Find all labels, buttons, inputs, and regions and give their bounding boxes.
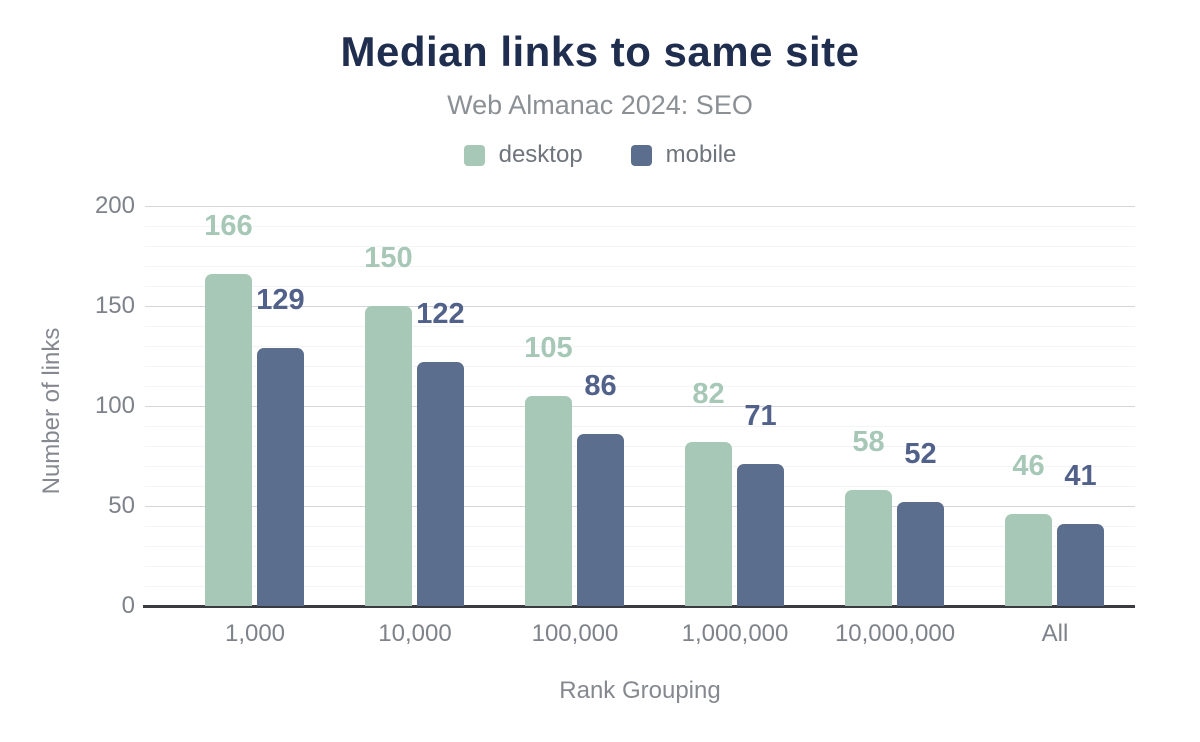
bar-desktop-100000[interactable] bbox=[525, 396, 572, 606]
x-tick-1000000: 1,000,000 bbox=[681, 620, 789, 647]
gridline bbox=[145, 286, 1135, 287]
bar-desktop-10000[interactable] bbox=[365, 306, 412, 606]
bar-mobile-10000[interactable] bbox=[417, 362, 464, 606]
gridline bbox=[145, 426, 1135, 427]
gridline bbox=[145, 206, 1135, 207]
value-label-mobile-1000000: 71 bbox=[744, 400, 777, 432]
x-tick-10000: 10,000 bbox=[378, 620, 452, 647]
value-label-mobile-100000: 86 bbox=[584, 370, 617, 402]
gridline bbox=[145, 566, 1135, 567]
value-label-mobile-10000000: 52 bbox=[904, 438, 937, 470]
bar-desktop-1000[interactable] bbox=[205, 274, 252, 606]
gridline bbox=[145, 386, 1135, 387]
gridline bbox=[145, 346, 1135, 347]
value-label-mobile-all: 41 bbox=[1064, 460, 1097, 492]
x-tick-10000000: 10,000,000 bbox=[834, 620, 956, 647]
value-label-desktop-10000: 150 bbox=[364, 242, 413, 274]
value-label-desktop-all: 46 bbox=[1012, 450, 1045, 482]
legend-item-desktop[interactable]: desktop bbox=[463, 141, 583, 169]
bar-mobile-1000000[interactable] bbox=[737, 464, 784, 606]
legend-label-desktop: desktop bbox=[498, 141, 583, 168]
legend-item-mobile[interactable]: mobile bbox=[630, 141, 737, 169]
gridline bbox=[145, 506, 1135, 507]
bar-mobile-10000000[interactable] bbox=[897, 502, 944, 606]
x-tick-100000: 100,000 bbox=[531, 620, 619, 647]
gridline bbox=[145, 446, 1135, 447]
gridline bbox=[145, 366, 1135, 367]
gridline bbox=[145, 546, 1135, 547]
value-label-mobile-10000: 122 bbox=[416, 298, 465, 330]
y-tick-50: 50 bbox=[108, 492, 135, 519]
x-axis-title: Rank Grouping bbox=[559, 677, 721, 704]
x-tick-1000: 1,000 bbox=[224, 620, 286, 647]
chart-title: Median links to same site bbox=[340, 28, 860, 75]
gridline bbox=[145, 526, 1135, 527]
bar-desktop-1000000[interactable] bbox=[685, 442, 732, 606]
y-tick-150: 150 bbox=[94, 292, 135, 319]
gridline bbox=[145, 486, 1135, 487]
gridline bbox=[145, 406, 1135, 407]
bar-mobile-1000[interactable] bbox=[257, 348, 304, 606]
bar-mobile-all[interactable] bbox=[1057, 524, 1104, 606]
chart-subtitle: Web Almanac 2024: SEO bbox=[447, 90, 753, 120]
value-label-desktop-10000000: 58 bbox=[852, 426, 885, 458]
x-tick-all: All bbox=[1041, 620, 1069, 647]
y-tick-200: 200 bbox=[94, 192, 135, 219]
x-axis-line bbox=[143, 605, 1135, 608]
gridline bbox=[145, 586, 1135, 587]
gridline bbox=[145, 226, 1135, 227]
value-label-desktop-1000: 166 bbox=[204, 210, 253, 242]
chart-legend: desktop mobile bbox=[0, 141, 1200, 169]
value-label-desktop-100000: 105 bbox=[524, 332, 573, 364]
legend-label-mobile: mobile bbox=[665, 141, 737, 168]
bar-mobile-100000[interactable] bbox=[577, 434, 624, 606]
value-label-desktop-1000000: 82 bbox=[692, 378, 725, 410]
bar-desktop-10000000[interactable] bbox=[845, 490, 892, 606]
y-axis-title: Number of links bbox=[38, 327, 65, 495]
gridline bbox=[145, 246, 1135, 247]
gridline bbox=[145, 466, 1135, 467]
gridline bbox=[145, 306, 1135, 307]
y-tick-0: 0 bbox=[121, 592, 135, 619]
legend-swatch-mobile bbox=[630, 144, 652, 166]
bar-desktop-all[interactable] bbox=[1005, 514, 1052, 606]
gridline bbox=[145, 326, 1135, 327]
legend-swatch-desktop bbox=[463, 144, 485, 166]
y-tick-100: 100 bbox=[94, 392, 135, 419]
value-label-mobile-1000: 129 bbox=[256, 284, 305, 316]
gridline bbox=[145, 266, 1135, 267]
